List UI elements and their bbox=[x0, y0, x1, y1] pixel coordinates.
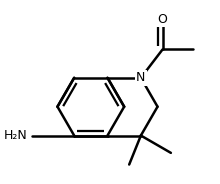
Text: O: O bbox=[158, 13, 167, 26]
Text: N: N bbox=[136, 71, 146, 84]
Text: H₂N: H₂N bbox=[4, 129, 28, 142]
